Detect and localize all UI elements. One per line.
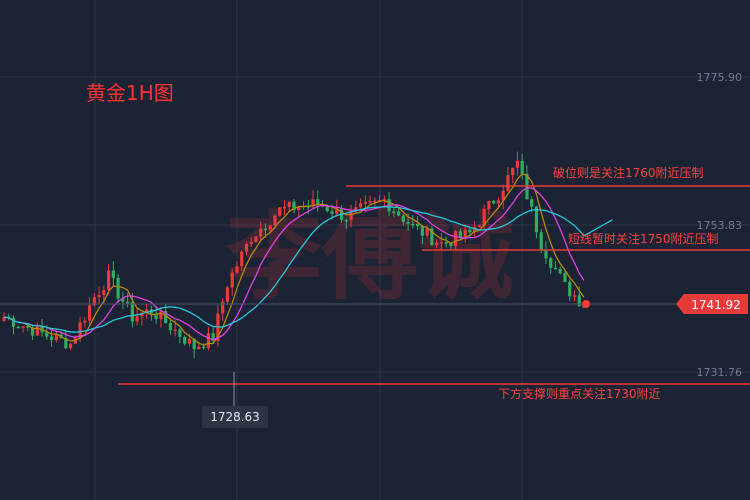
candle: [116, 274, 120, 304]
candle: [282, 200, 287, 216]
candle: [558, 266, 562, 275]
candle: [358, 198, 363, 209]
candle: [501, 184, 505, 210]
candle: [202, 343, 206, 350]
annotation-support-1730: 下方支撑则重点关注1730附近: [118, 383, 750, 401]
candle: [87, 296, 92, 326]
candle: [206, 327, 211, 351]
candle: [430, 226, 434, 246]
candle: [287, 201, 291, 213]
annotation-label: 短线暂时关注1750附近压制: [568, 231, 719, 246]
candle: [534, 205, 539, 239]
candle: [106, 264, 111, 295]
y-tick-label: 1775.90: [697, 71, 743, 84]
low-marker-label: 1728.63: [210, 410, 260, 424]
candle: [477, 224, 482, 228]
candle: [249, 237, 253, 247]
moving-average-line: [3, 172, 585, 347]
candle: [553, 261, 558, 270]
candle: [178, 328, 182, 344]
candle: [401, 214, 405, 226]
candle: [111, 261, 115, 287]
candle: [496, 197, 501, 208]
candle: [235, 260, 239, 274]
candle: [492, 199, 496, 205]
annotation-label: 破位则是关注1760附近压制: [553, 165, 704, 180]
candle: [487, 200, 491, 215]
candle: [572, 290, 577, 302]
annotation-resistance-1750: 短线暂时关注1750附近压制: [422, 231, 750, 251]
candle: [568, 279, 572, 301]
candle: [244, 241, 249, 256]
candle: [411, 215, 415, 229]
candle: [363, 195, 367, 213]
candle: [316, 190, 320, 212]
current-price-dot: [582, 300, 590, 308]
candle: [539, 228, 543, 254]
annotation-resistance-1760: 破位则是关注1760附近压制: [346, 165, 750, 187]
candle: [392, 206, 396, 218]
candle: [121, 291, 125, 310]
candle: [511, 167, 515, 184]
candle: [420, 225, 424, 245]
candle: [21, 326, 25, 333]
candle: [192, 338, 196, 359]
candle: [349, 204, 353, 228]
candle: [444, 236, 448, 248]
candle: [463, 224, 467, 243]
candle: [49, 327, 54, 347]
y-tick-label: 1731.76: [697, 366, 743, 379]
candle: [439, 233, 443, 251]
candle: [230, 268, 234, 296]
candle: [368, 195, 372, 206]
candle: [68, 343, 73, 350]
candle: [335, 199, 339, 217]
candle: [344, 218, 348, 229]
candle: [563, 270, 567, 283]
candle: [16, 325, 20, 329]
y-tick-label: 1753.83: [697, 219, 743, 232]
candle: [454, 229, 458, 251]
candle: [259, 221, 263, 241]
candle: [515, 151, 520, 176]
candle: [549, 256, 553, 275]
candle: [168, 319, 172, 335]
annotation-label: 下方支撑则重点关注1730附近: [498, 386, 661, 401]
candle: [183, 335, 187, 346]
candle: [11, 315, 16, 335]
candle: [240, 250, 244, 271]
moving-average-line: [3, 206, 613, 333]
candle: [26, 325, 30, 332]
candle: [211, 326, 215, 344]
candle: [225, 285, 230, 305]
candle: [278, 207, 282, 217]
chart-title: 黄金1H图: [86, 81, 174, 105]
current-price-tag: 1741.92: [676, 294, 748, 314]
moving-average-lines: [3, 172, 613, 347]
candle: [435, 239, 439, 249]
candle: [373, 197, 377, 207]
candle: [97, 286, 101, 304]
candle: [130, 292, 134, 328]
candle: [292, 199, 296, 214]
candle: [544, 241, 548, 264]
candle: [154, 306, 158, 324]
current-price-label: 1741.92: [691, 298, 741, 312]
candle: [506, 167, 510, 193]
candle: [396, 207, 401, 217]
watermark: 李傅诚: [226, 201, 514, 313]
candle: [2, 312, 6, 322]
candle: [520, 153, 524, 180]
low-marker: 1728.63: [202, 406, 268, 428]
candle: [135, 308, 139, 326]
candle: [221, 298, 225, 322]
candle: [254, 236, 258, 243]
candle: [83, 317, 87, 328]
